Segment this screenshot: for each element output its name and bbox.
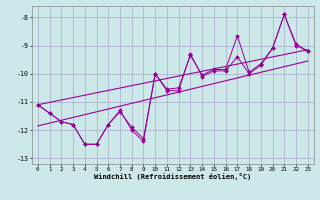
X-axis label: Windchill (Refroidissement éolien,°C): Windchill (Refroidissement éolien,°C)	[94, 173, 252, 180]
